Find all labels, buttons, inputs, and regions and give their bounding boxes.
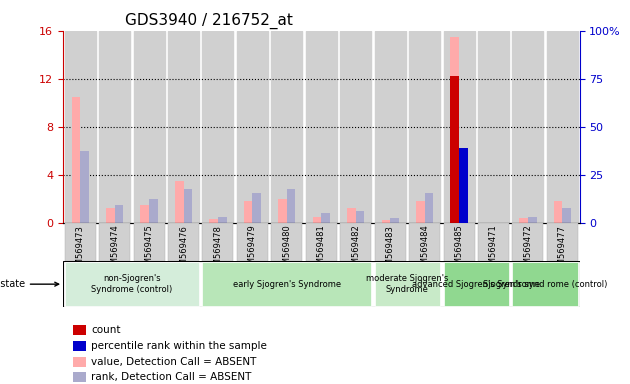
Bar <box>175 181 183 223</box>
Bar <box>65 31 96 223</box>
Text: GSM569480: GSM569480 <box>282 225 291 275</box>
Bar <box>444 262 509 306</box>
Bar <box>459 148 467 223</box>
Bar <box>444 31 474 223</box>
Text: GSM569481: GSM569481 <box>317 225 326 275</box>
Text: GSM569474: GSM569474 <box>110 225 119 275</box>
Text: percentile rank within the sample: percentile rank within the sample <box>91 341 267 351</box>
FancyBboxPatch shape <box>168 223 199 261</box>
Bar <box>202 262 371 306</box>
Bar <box>149 199 158 223</box>
FancyBboxPatch shape <box>478 223 509 261</box>
Bar <box>72 97 80 223</box>
FancyBboxPatch shape <box>340 223 371 261</box>
Bar <box>409 31 440 223</box>
Bar <box>106 208 115 223</box>
Text: rank, Detection Call = ABSENT: rank, Detection Call = ABSENT <box>91 372 252 382</box>
Text: early Sjogren's Syndrome: early Sjogren's Syndrome <box>233 280 341 289</box>
Text: disease state: disease state <box>0 279 59 289</box>
Bar <box>244 201 253 223</box>
Bar <box>237 31 268 223</box>
FancyBboxPatch shape <box>547 223 578 261</box>
Bar <box>312 217 321 223</box>
FancyBboxPatch shape <box>134 223 164 261</box>
Bar <box>253 193 261 223</box>
Text: GSM569475: GSM569475 <box>145 225 154 275</box>
Bar <box>356 211 364 223</box>
Bar <box>202 31 234 223</box>
Bar <box>416 201 425 223</box>
Bar <box>287 189 295 223</box>
Text: GSM569483: GSM569483 <box>386 225 394 275</box>
FancyBboxPatch shape <box>202 223 234 261</box>
Text: GSM569485: GSM569485 <box>455 225 464 275</box>
FancyBboxPatch shape <box>444 223 474 261</box>
Bar <box>209 219 218 223</box>
Text: count: count <box>91 325 121 335</box>
Text: GSM569479: GSM569479 <box>248 225 257 275</box>
Bar <box>547 31 578 223</box>
Bar <box>347 208 356 223</box>
FancyBboxPatch shape <box>306 223 337 261</box>
Text: advanced Sjogren's Syndrome: advanced Sjogren's Syndrome <box>412 280 541 289</box>
Bar <box>73 325 86 335</box>
Bar <box>140 205 149 223</box>
Bar <box>390 218 399 223</box>
Text: GSM569478: GSM569478 <box>214 225 222 275</box>
Bar <box>321 213 330 223</box>
Bar <box>168 31 199 223</box>
Bar <box>65 262 199 306</box>
Bar <box>340 31 371 223</box>
Bar <box>554 201 563 223</box>
Bar <box>99 31 130 223</box>
Bar <box>382 220 390 223</box>
Bar <box>218 217 227 223</box>
FancyBboxPatch shape <box>375 223 406 261</box>
Bar <box>134 31 164 223</box>
Bar <box>450 76 459 223</box>
Text: GDS3940 / 216752_at: GDS3940 / 216752_at <box>125 13 293 29</box>
Bar <box>450 37 459 223</box>
Text: moderate Sjogren's
Syndrome: moderate Sjogren's Syndrome <box>366 275 449 294</box>
Bar <box>425 193 433 223</box>
Bar <box>478 31 509 223</box>
Bar <box>73 372 86 382</box>
Bar <box>73 341 86 351</box>
Bar <box>519 218 528 223</box>
Bar <box>73 357 86 367</box>
Text: GSM569472: GSM569472 <box>524 225 532 275</box>
FancyBboxPatch shape <box>99 223 130 261</box>
Text: Sjogren's synd rome (control): Sjogren's synd rome (control) <box>483 280 607 289</box>
Text: value, Detection Call = ABSENT: value, Detection Call = ABSENT <box>91 357 257 367</box>
Bar <box>528 217 537 223</box>
Text: GSM569484: GSM569484 <box>420 225 429 275</box>
FancyBboxPatch shape <box>237 223 268 261</box>
Bar <box>459 148 467 223</box>
Text: GSM569476: GSM569476 <box>179 225 188 275</box>
FancyBboxPatch shape <box>512 223 544 261</box>
Text: GSM569473: GSM569473 <box>76 225 84 275</box>
Bar <box>278 199 287 223</box>
Bar <box>115 205 123 223</box>
Text: GSM569477: GSM569477 <box>558 225 567 275</box>
Bar <box>512 262 578 306</box>
Text: GSM569482: GSM569482 <box>352 225 360 275</box>
Bar <box>375 31 406 223</box>
Bar <box>306 31 337 223</box>
FancyBboxPatch shape <box>409 223 440 261</box>
Bar <box>272 31 302 223</box>
FancyBboxPatch shape <box>272 223 302 261</box>
Text: non-Sjogren's
Syndrome (control): non-Sjogren's Syndrome (control) <box>91 275 173 294</box>
FancyBboxPatch shape <box>65 223 96 261</box>
Bar <box>512 31 544 223</box>
Bar <box>80 151 89 223</box>
Bar <box>563 208 571 223</box>
Bar <box>375 262 440 306</box>
Bar <box>183 189 192 223</box>
Text: GSM569471: GSM569471 <box>489 225 498 275</box>
